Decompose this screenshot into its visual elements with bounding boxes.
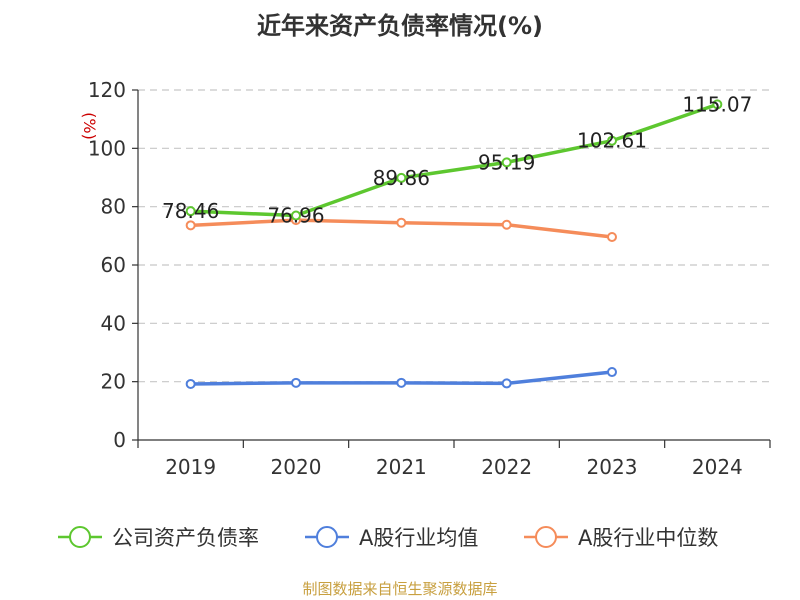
x-tick-label: 2019 [165,455,216,479]
legend-item: 公司资产负债率 [58,526,259,550]
data-point [291,377,301,388]
y-tick-label: 60 [101,253,126,277]
data-label: 115.07 [682,92,752,116]
data-point [185,206,196,217]
legend-swatch-marker [316,526,338,548]
series-lines [185,99,723,389]
data-label: 76.96 [267,204,324,228]
data-point [185,379,196,389]
x-tick-label: 2022 [481,455,532,479]
legend-label: A股行业均值 [359,526,478,550]
y-tick-label: 80 [101,195,126,219]
y-tick-label: 100 [88,136,126,160]
data-point [607,367,617,378]
axes: (%) [80,89,771,448]
x-tick-label: 2021 [376,455,427,479]
data-point [396,217,407,228]
y-axis-unit-label: (%) [80,112,99,140]
data-label: 78.46 [162,199,219,223]
data-labels: 78.46 76.96 89.86 95.19 102.61 115.07 [162,92,752,227]
legend-swatch-marker [535,526,557,548]
data-point [501,219,512,230]
data-point [501,157,512,168]
y-tick-label: 0 [113,428,126,452]
legend-label: 公司资产负债率 [112,526,259,550]
grid-lines [138,89,770,383]
legend-swatch-marker [69,526,91,548]
data-point [291,210,301,221]
y-tick-label: 20 [101,370,126,394]
data-point [396,377,407,388]
data-point [185,220,196,231]
legend-item: A股行业中位数 [524,526,718,550]
y-tick-label: 120 [88,78,126,102]
legend-item: A股行业均值 [305,526,478,550]
data-point [607,135,617,146]
x-tick-label: 2023 [587,455,638,479]
legend-label: A股行业中位数 [578,526,718,550]
x-tick-label: 2024 [692,455,743,479]
data-label: 95.19 [478,150,535,174]
data-label: 102.61 [577,129,647,153]
x-tick-label: 2020 [271,455,322,479]
data-label: 89.86 [373,166,430,190]
legend: 公司资产负债率 A股行业均值 A股行业中位数 [58,526,718,550]
data-point [712,99,723,110]
y-tick-label: 40 [101,311,126,335]
x-tick-labels: 2019 2020 2021 2022 2023 2024 [165,455,743,479]
data-source-note: 制图数据来自恒生聚源数据库 [302,580,498,598]
y-tick-labels: 0 20 40 60 80 100 120 [88,78,126,452]
series-line [190,102,718,218]
data-point [396,172,407,183]
chart-title: 近年来资产负债率情况(%) [257,12,543,40]
data-point [607,232,617,242]
data-point [501,378,512,389]
